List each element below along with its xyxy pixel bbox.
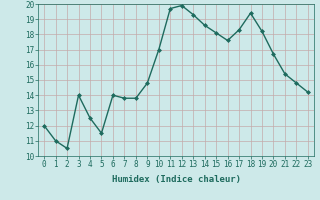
X-axis label: Humidex (Indice chaleur): Humidex (Indice chaleur) [111, 175, 241, 184]
